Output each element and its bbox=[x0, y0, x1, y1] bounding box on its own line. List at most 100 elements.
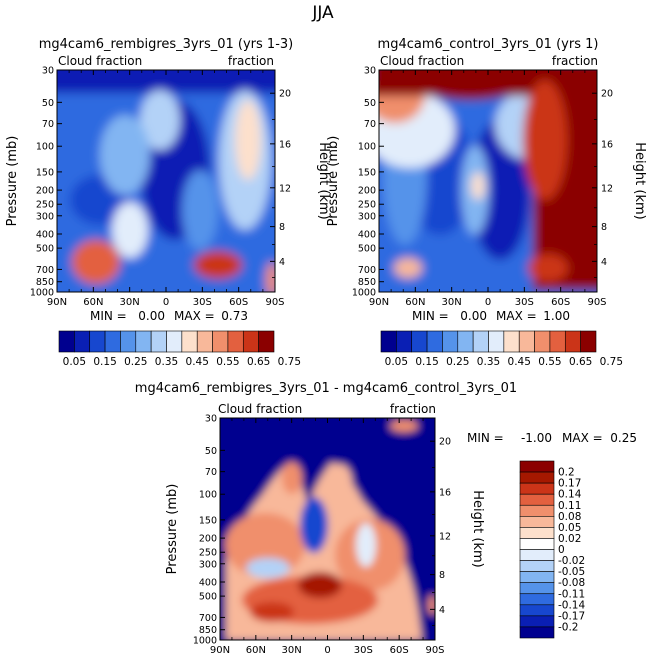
p3-sh-upper-warm bbox=[328, 464, 352, 500]
pressure-tick-label: 300 bbox=[36, 211, 54, 222]
pressure-tick-label: 500 bbox=[199, 592, 217, 603]
panel1-title: mg4cam6_rembigres_3yrs_01 (yrs 1-3) bbox=[39, 37, 293, 52]
panel3-stats-max-label: MAX = bbox=[562, 431, 603, 445]
pressure-tick-label: 250 bbox=[36, 200, 54, 211]
panel2-title: mg4cam6_control_3yrs_01 (yrs 1) bbox=[378, 37, 599, 52]
p1-light-patch-2 bbox=[100, 115, 150, 195]
pressure-tick-label: 50 bbox=[364, 98, 376, 109]
pressure-tick-label: 70 bbox=[364, 119, 376, 130]
colorbar-swatch bbox=[549, 330, 566, 353]
colorbar-label: -0.11 bbox=[558, 588, 585, 600]
colorbar-label: 0.05 bbox=[63, 356, 86, 368]
colorbar-swatch bbox=[519, 516, 555, 528]
colorbar-label: 0.65 bbox=[247, 356, 270, 368]
x-tick-label: 60S bbox=[551, 297, 570, 308]
colorbar-swatch bbox=[442, 330, 459, 353]
height-tick-label: 8 bbox=[601, 222, 607, 233]
x-tick-label: 60N bbox=[246, 645, 266, 656]
p1-upper-band bbox=[57, 70, 275, 93]
x-tick-label: 90S bbox=[265, 297, 284, 308]
colorbar-swatch bbox=[74, 330, 91, 353]
colorbar-label: 0.05 bbox=[558, 522, 581, 534]
p3-nh-warm bbox=[225, 513, 305, 577]
pressure-tick-label: 850 bbox=[358, 277, 376, 288]
p2-eq-cloud bbox=[471, 172, 485, 200]
colorbar-swatch bbox=[135, 330, 152, 353]
height-tick-label: 20 bbox=[601, 89, 613, 100]
colorbar-swatch bbox=[488, 330, 505, 353]
p1-polar-patch bbox=[266, 262, 275, 292]
colorbar-label: -0.02 bbox=[558, 555, 585, 567]
colorbar-label: 0.75 bbox=[600, 356, 623, 368]
panel3-right-label: fraction bbox=[390, 402, 436, 416]
panel2-field bbox=[379, 70, 597, 292]
colorbar-swatch bbox=[227, 330, 244, 353]
colorbar-swatch bbox=[58, 330, 75, 353]
x-tick-label: 30S bbox=[354, 645, 373, 656]
p1-mid-patch bbox=[182, 170, 218, 250]
panel3-left-label: Cloud fraction bbox=[218, 402, 302, 416]
colorbar-label: 0.45 bbox=[186, 356, 209, 368]
x-tick-label: 60S bbox=[390, 645, 409, 656]
colorbar-swatch bbox=[534, 330, 551, 353]
colorbar-swatch bbox=[519, 460, 555, 473]
pressure-tick-label: 500 bbox=[358, 244, 376, 255]
pressure-tick-label: 100 bbox=[36, 142, 54, 153]
colorbar-swatch bbox=[196, 330, 213, 353]
x-tick-label: 30S bbox=[515, 297, 534, 308]
colorbar-swatch bbox=[518, 330, 535, 353]
p3-nh-negative bbox=[246, 558, 290, 578]
panel2-left-label: Cloud fraction bbox=[380, 54, 464, 68]
x-tick-label: 0 bbox=[163, 297, 169, 308]
panel1-right-label: fraction bbox=[228, 54, 274, 68]
height-tick-label: 8 bbox=[439, 570, 445, 581]
x-tick-label: 30N bbox=[442, 297, 462, 308]
colorbar-swatch bbox=[166, 330, 183, 353]
colorbar-swatch bbox=[120, 330, 137, 353]
colorbar-swatch bbox=[89, 330, 106, 353]
colorbar-label: -0.08 bbox=[558, 577, 585, 589]
pressure-tick-label: 400 bbox=[358, 229, 376, 240]
colorbar-label: 0.2 bbox=[558, 467, 575, 479]
colorbar-swatch bbox=[564, 330, 581, 353]
pressure-tick-label: 400 bbox=[199, 577, 217, 588]
p3-sh-negative bbox=[356, 523, 376, 567]
panel2-stats-max-label: MAX = bbox=[496, 309, 537, 323]
p1-light-patch-1 bbox=[140, 90, 180, 150]
panel3: mg4cam6_rembigres_3yrs_01 - mg4cam6_cont… bbox=[135, 381, 637, 657]
colorbar-label: 0.17 bbox=[558, 478, 581, 490]
pressure-tick-label: 400 bbox=[36, 229, 54, 240]
x-tick-label: 30N bbox=[120, 297, 140, 308]
pressure-tick-label: 850 bbox=[36, 277, 54, 288]
colorbar-label: -0.14 bbox=[558, 599, 585, 611]
pressure-tick-label: 50 bbox=[42, 98, 54, 109]
colorbar-swatch bbox=[503, 330, 520, 353]
panel1-stats-max: 0.73 bbox=[221, 309, 248, 323]
pressure-tick-label: 300 bbox=[199, 559, 217, 570]
colorbar-swatch bbox=[457, 330, 474, 353]
panel3-title: mg4cam6_rembigres_3yrs_01 - mg4cam6_cont… bbox=[135, 381, 517, 396]
colorbar-label: 0.55 bbox=[216, 356, 239, 368]
p1-nh-lowcloud bbox=[72, 240, 120, 284]
colorbar-swatch bbox=[519, 527, 555, 539]
pressure-tick-label: 150 bbox=[358, 167, 376, 178]
panel1-axes: 90N 60N 30N 0 30S 60S 90S 30 50 70 100 150 200 250300… bbox=[30, 66, 291, 309]
pressure-tick-label: 250 bbox=[199, 548, 217, 559]
colorbar-swatch bbox=[519, 471, 555, 484]
pressure-tick-label: 500 bbox=[36, 244, 54, 255]
colorbar-label: 0.35 bbox=[155, 356, 178, 368]
colorbar-swatch bbox=[519, 604, 555, 617]
colorbar-label: -0.2 bbox=[558, 621, 579, 633]
panel1-colorbar: 0.05 0.15 0.25 0.35 0.45 0.55 0.65 0.75 bbox=[58, 330, 301, 368]
colorbar-swatch bbox=[519, 538, 555, 550]
colorbar-label: 0.25 bbox=[124, 356, 147, 368]
colorbar-label: 0 bbox=[558, 544, 565, 556]
panel3-axes: 90N 60N 30N 0 30S 60S 90S 30 50 70 100 150 200 250300… bbox=[193, 414, 451, 657]
panel2-stats-min-label: MIN = bbox=[412, 309, 449, 323]
colorbar-swatch bbox=[519, 582, 555, 595]
pressure-tick-label: 1000 bbox=[193, 636, 217, 647]
colorbar-label: 0.15 bbox=[415, 356, 438, 368]
pressure-tick-label: 1000 bbox=[30, 288, 54, 299]
pressure-tick-label: 200 bbox=[36, 186, 54, 197]
